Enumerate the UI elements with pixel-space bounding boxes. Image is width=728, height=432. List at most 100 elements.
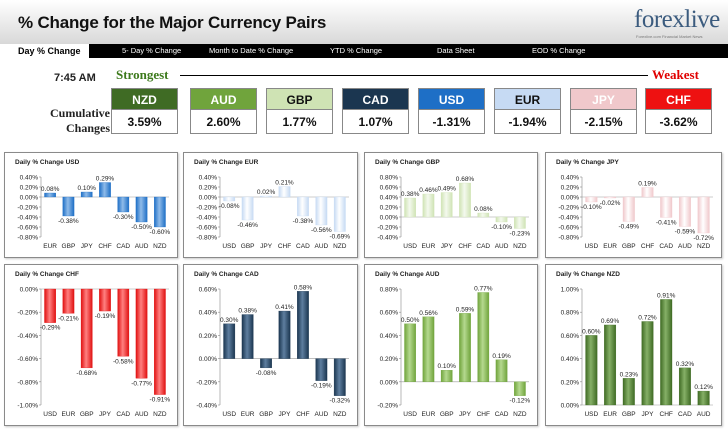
forexlive-logo[interactable]: forexlive Forexlive.com Financial Market…	[616, 4, 724, 42]
bar-chart: 0.40% 0.20% 0.00% -0.20% -0.40% -0.60% -0.80% -…	[558, 175, 714, 251]
x-tick-label: JPY	[642, 411, 655, 418]
bar-eur	[422, 193, 435, 218]
y-tick-label: -0.40%	[558, 215, 579, 222]
x-tick-label: CAD	[296, 243, 310, 250]
x-tick-label: CHF	[278, 243, 291, 250]
bar-jpy	[440, 192, 453, 218]
x-tick-label: GBP	[241, 243, 255, 250]
y-tick-label: 0.00%	[20, 287, 39, 294]
bar-usd	[585, 196, 598, 203]
bar-aud	[315, 358, 328, 381]
x-tick-label: USD	[43, 411, 57, 418]
tab-eod-change[interactable]: EOD % Change	[532, 46, 586, 55]
bar-chart: 0.40% 0.20% 0.00% -0.20% -0.40% -0.60% -0.80% -…	[196, 175, 350, 251]
x-tick-label: USD	[222, 411, 236, 418]
chart-title: Daily % Change NZD	[556, 271, 620, 278]
data-label: 0.56%	[419, 310, 438, 317]
currency-cumulative-value: -3.62%	[645, 110, 712, 134]
tab-ytd-change[interactable]: YTD % Change	[330, 46, 383, 55]
y-tick-label: 0.60%	[199, 287, 218, 294]
y-tick-label: -0.40%	[196, 403, 217, 410]
data-label: 0.10%	[77, 185, 96, 192]
bar-chf	[660, 299, 673, 406]
bar-cad	[477, 212, 490, 218]
x-tick-label: CAD	[116, 243, 130, 250]
x-tick-label: EUR	[603, 411, 617, 418]
y-tick-label: -0.80%	[196, 235, 217, 242]
x-tick-label: GBP	[62, 243, 76, 250]
x-tick-label: EUR	[603, 243, 617, 250]
x-tick-label: EUR	[62, 411, 76, 418]
y-tick-label: -0.40%	[377, 235, 398, 242]
cumulative-changes-label: Cumulative Changes	[50, 106, 110, 135]
y-tick-label: -0.20%	[17, 310, 38, 317]
y-tick-label: -0.80%	[558, 235, 579, 242]
x-tick-label: JPY	[260, 243, 273, 250]
currency-cumulative-value: -2.15%	[570, 110, 637, 134]
bar-cad	[660, 196, 673, 218]
y-tick-label: -0.20%	[377, 403, 398, 410]
data-label: -0.72%	[693, 235, 714, 242]
data-label: 0.46%	[419, 187, 438, 194]
y-tick-label: -0.60%	[196, 225, 217, 232]
data-label: 0.49%	[437, 186, 456, 193]
currency-cumulative-value: -1.31%	[418, 110, 485, 134]
bar-usd	[44, 288, 56, 323]
bar-aud	[678, 196, 691, 227]
tab-month-to-date-change[interactable]: Month to Date % Change	[209, 46, 294, 55]
data-label: 0.68%	[456, 176, 475, 183]
data-label: 0.19%	[638, 181, 657, 188]
currency-box-usd: USD -1.31%	[418, 88, 485, 134]
x-tick-label: USD	[222, 243, 236, 250]
currency-name: AUD	[190, 88, 257, 110]
currency-cumulative-value: 2.60%	[190, 110, 257, 134]
data-label: 0.08%	[41, 186, 60, 193]
x-tick-label: AUD	[678, 243, 692, 250]
bar-eur	[604, 324, 617, 406]
y-tick-label: 0.40%	[199, 175, 218, 182]
y-tick-label: 0.60%	[380, 185, 399, 192]
x-tick-label: JPY	[81, 243, 94, 250]
x-tick-label: JPY	[279, 411, 292, 418]
data-label: -0.21%	[58, 315, 79, 322]
x-tick-label: AUD	[314, 243, 328, 250]
currency-cumulative-value: 3.59%	[111, 110, 178, 134]
chart-title: Daily % Change CAD	[194, 271, 259, 278]
bar-gbp	[80, 288, 93, 369]
chart-title: Daily % Change EUR	[194, 159, 259, 166]
currency-name: JPY	[570, 88, 637, 110]
currency-cumulative-value: 1.77%	[266, 110, 333, 134]
x-tick-label: EUR	[422, 243, 436, 250]
data-label: -0.38%	[58, 218, 79, 225]
currency-box-aud: AUD 2.60%	[190, 88, 257, 134]
x-tick-label: NZD	[513, 411, 527, 418]
x-tick-label: USD	[584, 411, 598, 418]
bar-nzd	[514, 381, 526, 396]
y-tick-label: 0.60%	[380, 310, 399, 317]
bar-chart: 0.00% -0.20% -0.40% -0.60% -0.80% -1.00% -0.29…	[17, 287, 170, 419]
currency-box-gbp: GBP 1.77%	[266, 88, 333, 134]
bar-cad	[495, 359, 508, 382]
bar-eur	[422, 316, 435, 382]
bar-aud	[697, 390, 710, 406]
data-label: 0.10%	[437, 363, 456, 370]
y-tick-label: 0.00%	[561, 195, 580, 202]
tab-data-sheet[interactable]: Data Sheet	[437, 46, 475, 55]
data-label: 0.77%	[474, 285, 493, 292]
x-tick-label: JPY	[441, 243, 454, 250]
chart-panel-usd: Daily % Change USD 0.40% 0.20% 0.00% -0.20%…	[4, 152, 178, 258]
y-tick-label: 0.00%	[561, 403, 580, 410]
x-tick-label: JPY	[459, 411, 472, 418]
data-label: 0.58%	[294, 284, 313, 291]
strength-scale-line	[180, 75, 648, 76]
y-tick-label: -0.20%	[558, 205, 579, 212]
bar-eur	[44, 192, 56, 198]
tab-5-day-change[interactable]: 5- Day % Change	[122, 46, 182, 55]
data-label: 0.21%	[275, 180, 294, 187]
tab-day-change[interactable]: Day % Change	[0, 44, 89, 58]
y-tick-label: 0.40%	[561, 175, 580, 182]
bar-gbp	[622, 378, 635, 406]
y-tick-label: 0.00%	[380, 215, 399, 222]
data-label: -0.10%	[581, 204, 602, 211]
